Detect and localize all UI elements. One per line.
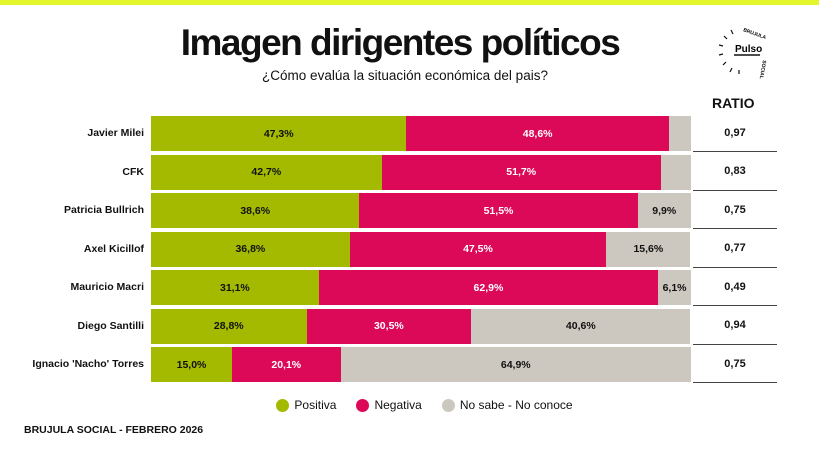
ratio-value: 0,75 [693, 345, 777, 383]
data-label: 28,8% [213, 320, 244, 332]
data-label: 30,5% [373, 320, 404, 332]
data-label: 51,7% [506, 166, 537, 178]
bar-row: 15,0% 20,1% 64,9% [151, 347, 691, 382]
data-label: 47,5% [463, 243, 493, 255]
legend-swatch [441, 398, 455, 412]
data-label: 31,1% [219, 281, 250, 294]
ratio-value: 0,77 [693, 230, 777, 268]
ratio-header: RATIO [712, 95, 755, 111]
legend-label: Positiva [294, 398, 337, 412]
data-label: 20,1% [271, 358, 302, 371]
bar-pos: 15,0% [151, 347, 232, 382]
bar-neg: 20,1% [232, 347, 341, 382]
bar-unk: 15,6% [606, 231, 691, 267]
bar-neg: 51,7% [381, 154, 661, 190]
bar-pos: 28,8% [151, 308, 307, 344]
data-label: 15,0% [176, 358, 207, 371]
page-title: Imagen dirigentes políticos [180, 22, 621, 63]
ratio-value: 0,75 [693, 191, 777, 229]
bar-neg: 51,5% [359, 193, 638, 228]
bar-neg: 47,5% [349, 231, 607, 267]
category-label: Axel Kicillof [83, 242, 144, 255]
data-label: 47,3% [263, 127, 294, 140]
data-label: 40,6% [565, 320, 596, 332]
bar-unk: 64,9% [340, 347, 691, 382]
bar-row: 42,7% 51,7% [151, 154, 691, 190]
category-label: Mauricio Macri [70, 281, 144, 293]
legend-swatch [356, 398, 370, 412]
bar-row: 38,6% 51,5% 9,9% [151, 193, 691, 228]
bar-unk: 9,9% [637, 193, 691, 228]
ratio-value: 0,49 [693, 268, 777, 306]
ratio-value: 0,94 [693, 307, 777, 345]
data-label: 62,9% [473, 281, 504, 294]
legend-label: Negativa [374, 398, 422, 412]
svg-text:BRUJULA: BRUJULA [742, 27, 767, 41]
bar-neg: 62,9% [318, 270, 659, 305]
legend-label: No sabe - No conoce [459, 398, 573, 412]
bar-unk: 6,1% [658, 270, 691, 305]
bar-row: 31,1% 62,9% 6,1% [151, 270, 691, 305]
svg-text:Pulso: Pulso [735, 44, 762, 55]
bar-pos: 36,8% [151, 231, 350, 267]
data-label: 42,7% [251, 166, 282, 178]
pulso-logo: Pulso BRUJULA SOCIAL [718, 27, 767, 80]
category-label: Ignacio 'Nacho' Torres [32, 358, 144, 370]
category-label: Patricia Bullrich [64, 204, 144, 216]
bar-neg: 30,5% [306, 308, 472, 344]
legend-item: Negativa [356, 398, 422, 412]
bar-pos: 38,6% [151, 193, 360, 228]
bar-row: 36,8% 47,5% 15,6% [151, 231, 691, 267]
category-label: CFK [122, 165, 144, 178]
bar-neg: 48,6% [406, 116, 669, 151]
bar-pos: 47,3% [151, 116, 407, 151]
data-label: 48,6% [522, 127, 553, 140]
data-label: 6,1% [662, 281, 687, 294]
bar-unk: 40,6% [471, 308, 691, 344]
bar-unk [668, 116, 691, 151]
data-label: 9,9% [652, 204, 677, 217]
bar-pos: 31,1% [151, 270, 319, 305]
legend: Positiva Negativa No sabe - No conoce [0, 398, 819, 412]
top-accent-bar [0, 0, 819, 5]
category-label: Javier Milei [87, 127, 144, 139]
bar-row: 47,3% 48,6% [151, 116, 691, 151]
data-label: 15,6% [633, 243, 664, 255]
legend-swatch [276, 398, 290, 412]
category-label: Diego Santilli [77, 319, 144, 332]
bar-pos: 42,7% [151, 154, 382, 190]
data-label: 38,6% [240, 204, 271, 217]
bar-row: 28,8% 30,5% 40,6% [151, 308, 691, 344]
ratio-value: 0,83 [693, 153, 777, 191]
page-subtitle: ¿Cómo evalúa la situación económica del … [262, 68, 548, 83]
legend-item: Positiva [276, 398, 336, 412]
svg-text:SOCIAL: SOCIAL [758, 60, 767, 80]
footer-source: BRUJULA SOCIAL - FEBRERO 2026 [24, 424, 204, 436]
data-label: 51,5% [483, 204, 514, 217]
data-label: 36,8% [235, 243, 266, 255]
data-label: 64,9% [500, 358, 531, 371]
ratio-value: 0,97 [693, 114, 777, 152]
bar-unk [660, 154, 691, 190]
legend-item: No sabe - No conoce [441, 398, 573, 412]
